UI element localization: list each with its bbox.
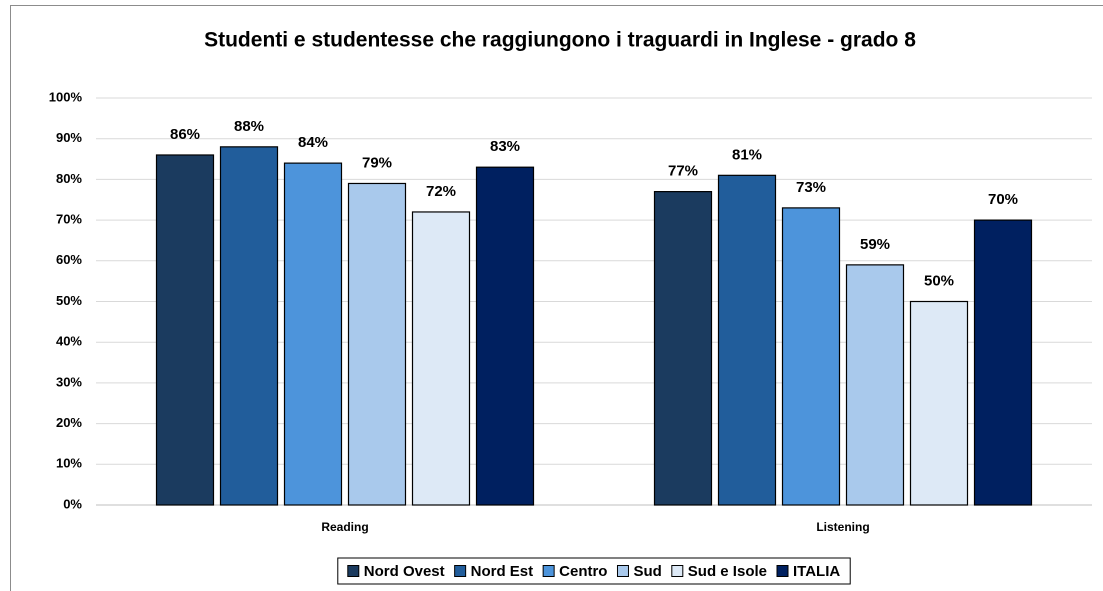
y-tick-label: 0% xyxy=(63,496,82,511)
y-tick-label: 50% xyxy=(56,293,82,308)
data-label: 88% xyxy=(234,118,264,135)
y-tick-label: 80% xyxy=(56,171,82,186)
y-tick-label: 40% xyxy=(56,334,82,349)
legend-label: Nord Est xyxy=(471,563,534,580)
data-label: 83% xyxy=(490,138,520,155)
legend-label: Nord Ovest xyxy=(364,563,445,580)
bar xyxy=(283,162,343,506)
x-tick-label: Listening xyxy=(816,520,869,534)
data-label: 73% xyxy=(796,179,826,196)
data-label: 79% xyxy=(362,154,392,171)
legend-box xyxy=(337,557,851,585)
y-tick-label: 60% xyxy=(56,252,82,267)
legend-swatch xyxy=(776,565,789,577)
legend-swatch xyxy=(347,565,360,577)
bar xyxy=(717,174,777,506)
y-tick-label: 100% xyxy=(49,89,83,104)
bar xyxy=(411,211,471,506)
legend-swatch xyxy=(616,565,629,577)
bar xyxy=(155,154,215,506)
bar xyxy=(653,191,713,506)
bar xyxy=(219,146,279,506)
legend-swatch xyxy=(542,565,555,577)
legend-swatch xyxy=(671,565,684,577)
legend-label: ITALIA xyxy=(793,563,840,580)
data-label: 81% xyxy=(732,146,762,163)
bar xyxy=(347,182,407,506)
bar xyxy=(973,219,1033,506)
y-tick-label: 90% xyxy=(56,130,82,145)
data-label: 84% xyxy=(298,134,328,151)
legend-swatch xyxy=(454,565,467,577)
y-tick-label: 30% xyxy=(56,374,82,389)
data-label: 50% xyxy=(924,272,954,289)
y-tick-label: 70% xyxy=(56,212,82,227)
y-tick-label: 10% xyxy=(56,456,82,471)
data-label: 86% xyxy=(170,126,200,143)
data-label: 70% xyxy=(988,191,1018,208)
data-label: 72% xyxy=(426,183,456,200)
legend-label: Sud xyxy=(633,563,661,580)
data-label: 77% xyxy=(668,163,698,180)
chart-title: Studenti e studentesse che raggiungono i… xyxy=(204,29,916,52)
bar xyxy=(475,166,535,506)
data-label: 59% xyxy=(860,236,890,253)
legend-label: Centro xyxy=(559,563,607,580)
x-tick-label: Reading xyxy=(321,520,368,534)
bar xyxy=(781,207,841,506)
legend-label: Sud e Isole xyxy=(688,563,767,580)
y-tick-label: 20% xyxy=(56,415,82,430)
bar xyxy=(909,300,969,506)
bar xyxy=(845,264,905,506)
